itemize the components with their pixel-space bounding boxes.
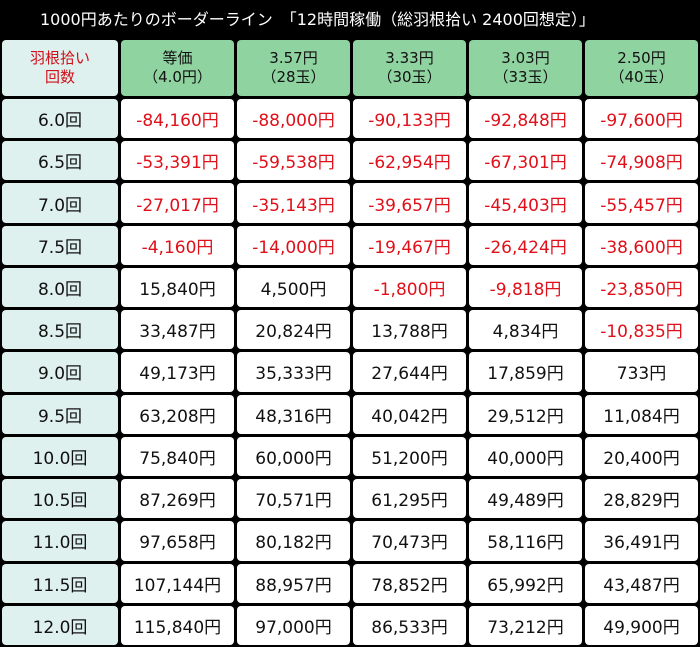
value-cell: -1,800円 (353, 267, 466, 308)
row-label: 11.0回 (2, 521, 118, 561)
value-cell: -62,954円 (353, 141, 466, 181)
value-cell: 58,116円 (469, 521, 582, 561)
value-cell: 49,173円 (121, 352, 234, 392)
header-line: 2.50円 (617, 49, 666, 67)
value-cell: 107,144円 (121, 563, 234, 603)
row-label: 10.5回 (2, 479, 118, 519)
value-cell: 36,491円 (585, 521, 698, 561)
value-cell: 43,487円 (585, 563, 698, 603)
column-header: 3.33円 （30玉） (353, 40, 466, 96)
column-header: 2.50円 （40玉） (585, 40, 698, 96)
value-cell: 40,000円 (469, 436, 582, 477)
row-label: 6.5回 (2, 141, 118, 181)
value-cell: -74,908円 (585, 141, 698, 181)
value-cell: 29,512円 (469, 394, 582, 434)
row-label: 9.0回 (2, 352, 118, 392)
value-cell: 49,489円 (469, 479, 582, 519)
row-label: 7.5回 (2, 225, 118, 265)
header-line: （30玉） (377, 68, 442, 86)
value-cell: -90,133円 (353, 99, 466, 139)
value-cell: 70,571円 (237, 479, 350, 519)
header-line: 等価 (162, 49, 193, 67)
header-line: （4.0円） (143, 68, 212, 86)
value-cell: 87,269円 (121, 479, 234, 519)
value-cell: 13,788円 (353, 310, 466, 350)
value-cell: 75,840円 (121, 436, 234, 477)
value-cell: 61,295円 (353, 479, 466, 519)
value-cell: -39,657円 (353, 183, 466, 223)
row-label: 8.0回 (2, 267, 118, 308)
value-cell: 15,840円 (121, 267, 234, 308)
header-line: （40玉） (609, 68, 674, 86)
header-line: （33玉） (493, 68, 558, 86)
value-cell: 70,473円 (353, 521, 466, 561)
row-label: 6.0回 (2, 99, 118, 139)
title: 1000円あたりのボーダーライン 「12時間稼働（総羽根拾い 2400回想定）」 (40, 10, 595, 29)
value-cell: 27,644円 (353, 352, 466, 392)
value-cell: -4,160円 (121, 225, 234, 265)
row-label: 11.5回 (2, 563, 118, 603)
value-cell: 733円 (585, 352, 698, 392)
column-header: 3.57円 （28玉） (237, 40, 350, 96)
value-cell: 35,333円 (237, 352, 350, 392)
header-line: （28玉） (261, 68, 326, 86)
value-cell: -23,850円 (585, 267, 698, 308)
value-cell: -26,424円 (469, 225, 582, 265)
row-label: 10.0回 (2, 436, 118, 477)
value-cell: 86,533円 (353, 605, 466, 645)
column-header: 3.03円 （33玉） (469, 40, 582, 96)
value-cell: -97,600円 (585, 99, 698, 139)
value-cell: -14,000円 (237, 225, 350, 265)
header-line: 羽根拾い (29, 49, 90, 67)
value-cell: 11,084円 (585, 394, 698, 434)
value-cell: -92,848円 (469, 99, 582, 139)
value-cell: 49,900円 (585, 605, 698, 645)
value-cell: 48,316円 (237, 394, 350, 434)
value-cell: -84,160円 (121, 99, 234, 139)
value-cell: 20,400円 (585, 436, 698, 477)
row-label: 9.5回 (2, 394, 118, 434)
value-cell: 40,042円 (353, 394, 466, 434)
row-label: 7.0回 (2, 183, 118, 223)
column-header: 等価 （4.0円） (121, 40, 234, 96)
value-cell: 78,852円 (353, 563, 466, 603)
value-cell: -55,457円 (585, 183, 698, 223)
value-cell: -10,835円 (585, 310, 698, 350)
value-cell: -53,391円 (121, 141, 234, 181)
value-cell: 51,200円 (353, 436, 466, 477)
column-header: 羽根拾い 回数 (2, 40, 118, 96)
value-cell: 4,500円 (237, 267, 350, 308)
value-cell: -45,403円 (469, 183, 582, 223)
value-cell: 65,992円 (469, 563, 582, 603)
value-cell: 4,834円 (469, 310, 582, 350)
value-cell: 17,859円 (469, 352, 582, 392)
value-cell: 20,824円 (237, 310, 350, 350)
row-label: 8.5回 (2, 310, 118, 350)
header-line: 3.33円 (385, 49, 434, 67)
value-cell: 115,840円 (121, 605, 234, 645)
value-cell: 60,000円 (237, 436, 350, 477)
border-table: 羽根拾い 回数 等価 （4.0円） 3.57円 （28玉） 3.33円 （30玉） 3.03円（… (0, 40, 700, 647)
row-label: 12.0回 (2, 605, 118, 645)
header-line: 回数 (44, 68, 75, 86)
value-cell: -38,600円 (585, 225, 698, 265)
value-cell: 73,212円 (469, 605, 582, 645)
value-cell: 33,487円 (121, 310, 234, 350)
value-cell: 88,957円 (237, 563, 350, 603)
value-cell: -67,301円 (469, 141, 582, 181)
value-cell: 97,658円 (121, 521, 234, 561)
value-cell: -9,818円 (469, 267, 582, 308)
value-cell: -59,538円 (237, 141, 350, 181)
value-cell: 80,182円 (237, 521, 350, 561)
value-cell: -19,467円 (353, 225, 466, 265)
value-cell: -35,143円 (237, 183, 350, 223)
value-cell: 97,000円 (237, 605, 350, 645)
value-cell: -27,017円 (121, 183, 234, 223)
value-cell: 28,829円 (585, 479, 698, 519)
value-cell: 63,208円 (121, 394, 234, 434)
value-cell: -88,000円 (237, 99, 350, 139)
header-line: 3.03円 (501, 49, 550, 67)
header-line: 3.57円 (269, 49, 318, 67)
